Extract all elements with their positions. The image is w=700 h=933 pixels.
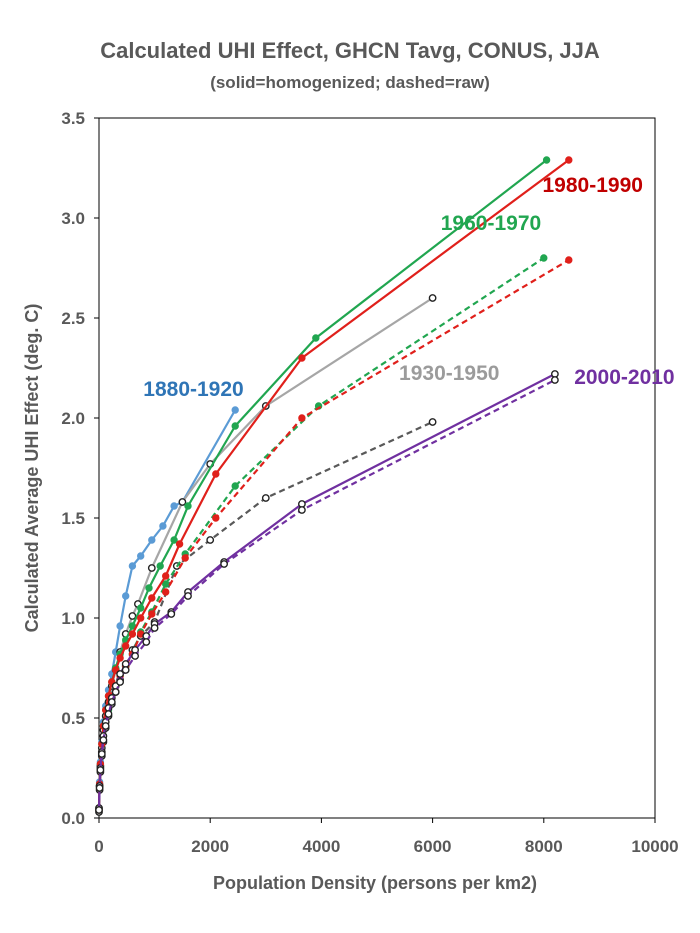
data-point-1960-1970 bbox=[156, 562, 164, 570]
x-tick-label: 6000 bbox=[414, 837, 452, 856]
data-point-1960-1970 bbox=[312, 334, 320, 342]
y-tick-label: 3.5 bbox=[61, 109, 85, 128]
data-point-1880-1920 bbox=[122, 592, 130, 600]
y-axis-label: Calculated Average UHI Effect (deg. C) bbox=[22, 304, 42, 633]
y-tick-label: 1.5 bbox=[61, 509, 85, 528]
plot-frame bbox=[98, 117, 656, 819]
data-point-2000-2010-raw bbox=[297, 506, 306, 514]
data-point-2000-2010-raw bbox=[95, 784, 104, 792]
y-tick-label: 3.0 bbox=[61, 209, 85, 228]
y-tick-label: 0.0 bbox=[61, 809, 85, 828]
data-point-1980-1990-raw bbox=[148, 610, 156, 618]
data-point-1960-1970-raw bbox=[162, 580, 170, 588]
x-tick-label: 0 bbox=[94, 837, 103, 856]
data-point-1960-1970 bbox=[170, 536, 178, 544]
data-point-1880-1920 bbox=[148, 536, 156, 544]
data-point-1980-1990 bbox=[122, 642, 130, 650]
data-point-1980-1990 bbox=[175, 540, 184, 548]
data-point-2000-2010-raw bbox=[142, 638, 151, 646]
data-point-2000-2010-raw bbox=[99, 736, 108, 744]
data-point-2000-2010 bbox=[116, 670, 125, 678]
data-point-2000-2010-raw bbox=[184, 592, 192, 600]
data-point-1930-1950 bbox=[178, 498, 187, 506]
series-label-2000-2010: 2000-2010 bbox=[574, 366, 674, 389]
chart-subtitle: (solid=homogenized; dashed=raw) bbox=[210, 73, 490, 92]
x-tick-label: 8000 bbox=[525, 837, 563, 856]
data-point-1980-1990 bbox=[128, 630, 137, 638]
y-tick-label: 2.0 bbox=[61, 409, 85, 428]
data-point-2000-2010-raw bbox=[95, 806, 103, 814]
data-point-1960-1970 bbox=[231, 422, 239, 430]
series-line-1960-1970-raw bbox=[97, 257, 545, 811]
data-point-1980-1990-raw bbox=[298, 414, 306, 422]
series-label-1930-1950: 1930-1950 bbox=[399, 362, 499, 385]
x-tick-label: 2000 bbox=[191, 837, 229, 856]
data-point-2000-2010-raw bbox=[104, 710, 113, 718]
y-tick-label: 2.5 bbox=[61, 309, 85, 328]
data-point-1980-1990 bbox=[298, 354, 306, 362]
series-line-1980-1990 bbox=[97, 159, 570, 809]
data-point-1980-1990-raw bbox=[162, 588, 170, 596]
data-point-2000-2010-raw bbox=[111, 688, 120, 696]
x-tick-label: 4000 bbox=[302, 837, 340, 856]
data-point-2000-2010-raw bbox=[96, 766, 105, 774]
data-point-1980-1990-raw bbox=[212, 514, 220, 522]
series-line-1930-1950 bbox=[97, 297, 434, 811]
data-point-2000-2010-raw bbox=[107, 698, 116, 706]
data-point-1960-1970-raw bbox=[231, 482, 239, 490]
data-point-1880-1920 bbox=[170, 502, 178, 510]
data-point-2000-2010-raw bbox=[97, 750, 106, 758]
data-point-1980-1990 bbox=[148, 594, 156, 602]
data-point-2000-2010-raw bbox=[167, 610, 176, 618]
series-line-1880-1920 bbox=[97, 409, 237, 809]
data-point-1880-1920 bbox=[231, 406, 239, 414]
data-point-1880-1920 bbox=[128, 562, 137, 570]
data-point-1880-1920 bbox=[137, 552, 145, 560]
plot-area: 0.0 0.5 1.0 1.5 2.0 2.5 3.0 3.5 0 2000 4000 6000 800… bbox=[61, 109, 678, 856]
x-tick-label: 10000 bbox=[631, 837, 678, 856]
data-point-1980-1990-raw bbox=[565, 256, 573, 264]
series-label-1880-1920: 1880-1920 bbox=[143, 378, 243, 401]
data-point-1960-1970 bbox=[145, 584, 153, 592]
data-point-1930-1950-raw bbox=[428, 418, 437, 426]
data-point-2000-2010-raw bbox=[150, 624, 159, 632]
data-point-1880-1920 bbox=[116, 622, 124, 630]
data-point-1980-1990 bbox=[565, 156, 573, 164]
data-point-1960-1970 bbox=[137, 604, 145, 612]
data-point-2000-2010-raw bbox=[220, 560, 229, 568]
data-point-1980-1990 bbox=[162, 572, 170, 580]
data-point-1980-1990-raw bbox=[181, 554, 189, 562]
series-line-1960-1970 bbox=[97, 159, 548, 809]
data-point-2000-2010-raw bbox=[131, 652, 140, 660]
data-point-1930-1950 bbox=[128, 612, 137, 620]
data-point-1930-1950-raw bbox=[206, 536, 215, 544]
data-point-2000-2010-raw bbox=[116, 678, 125, 686]
data-point-2000-2010-raw bbox=[121, 666, 130, 674]
y-tick-label: 0.5 bbox=[61, 709, 85, 728]
data-point-1960-1970 bbox=[184, 502, 192, 510]
data-point-1930-1950-raw bbox=[261, 494, 270, 502]
data-point-1960-1970-raw bbox=[540, 254, 548, 262]
data-point-2000-2010-raw bbox=[551, 376, 559, 384]
data-point-1980-1990 bbox=[116, 654, 124, 662]
data-point-1930-1950 bbox=[147, 564, 156, 572]
data-point-2000-2010-raw bbox=[101, 722, 110, 730]
data-point-1980-1990 bbox=[212, 470, 220, 478]
data-point-1930-1950 bbox=[428, 294, 437, 302]
chart-title: Calculated UHI Effect, GHCN Tavg, CONUS,… bbox=[100, 38, 600, 63]
data-point-1880-1920 bbox=[159, 522, 167, 530]
data-point-1960-1970 bbox=[542, 156, 551, 164]
series-line-1980-1990-raw bbox=[97, 259, 570, 811]
data-point-1980-1990 bbox=[137, 614, 145, 622]
x-axis-label: Population Density (persons per km2) bbox=[213, 873, 537, 893]
series-label-1960-1970: 1960-1970 bbox=[441, 212, 541, 235]
series-label-1980-1990: 1980-1990 bbox=[543, 174, 643, 197]
y-tick-label: 1.0 bbox=[61, 609, 85, 628]
